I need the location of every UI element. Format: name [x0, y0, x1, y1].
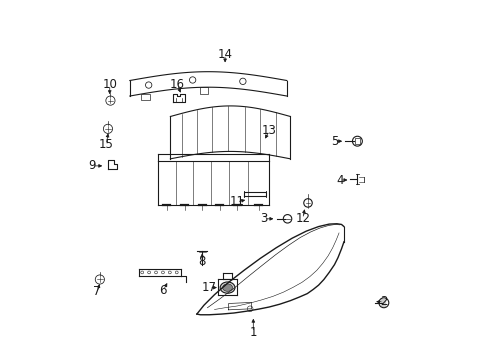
Text: 16: 16	[170, 78, 184, 91]
Text: 14: 14	[217, 48, 232, 61]
Text: 8: 8	[198, 255, 205, 268]
Text: 6: 6	[159, 284, 167, 297]
Text: 1: 1	[249, 326, 257, 339]
Text: 4: 4	[335, 174, 343, 186]
Text: 13: 13	[261, 124, 276, 137]
Bar	[141, 94, 150, 100]
Text: 10: 10	[102, 78, 117, 91]
Bar	[354, 138, 360, 144]
Text: 3: 3	[260, 212, 267, 225]
Text: 11: 11	[229, 195, 244, 208]
Bar	[199, 87, 208, 94]
Text: 12: 12	[295, 212, 309, 225]
Text: 17: 17	[202, 281, 216, 294]
Text: 9: 9	[88, 159, 96, 172]
Ellipse shape	[220, 282, 235, 293]
Text: 2: 2	[379, 295, 387, 308]
Text: 7: 7	[93, 285, 101, 298]
Text: 15: 15	[99, 138, 113, 151]
Text: 5: 5	[330, 135, 338, 148]
Ellipse shape	[222, 284, 232, 291]
